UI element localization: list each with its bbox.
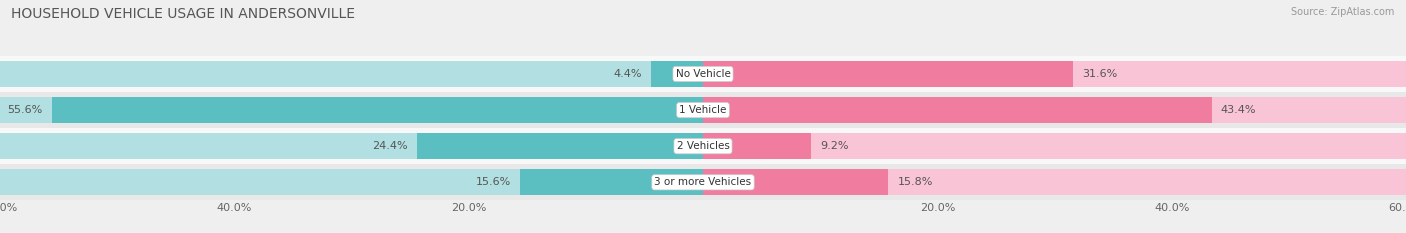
Bar xyxy=(703,169,889,195)
Text: 31.6%: 31.6% xyxy=(1083,69,1118,79)
Bar xyxy=(0,61,703,87)
Bar xyxy=(703,97,1212,123)
Text: 24.4%: 24.4% xyxy=(373,141,408,151)
Text: 55.6%: 55.6% xyxy=(7,105,42,115)
Bar xyxy=(0,128,1406,164)
Bar xyxy=(703,61,1073,87)
Text: 15.8%: 15.8% xyxy=(897,177,932,187)
Bar xyxy=(0,92,1406,128)
Text: 43.4%: 43.4% xyxy=(1220,105,1257,115)
Text: 2 Vehicles: 2 Vehicles xyxy=(676,141,730,151)
Bar xyxy=(703,133,811,159)
Text: 3 or more Vehicles: 3 or more Vehicles xyxy=(654,177,752,187)
Bar xyxy=(703,133,1406,159)
Text: 4.4%: 4.4% xyxy=(613,69,643,79)
Bar xyxy=(651,61,703,87)
Text: 15.6%: 15.6% xyxy=(475,177,510,187)
Bar xyxy=(0,56,1406,92)
Bar xyxy=(703,169,1406,195)
Text: 1 Vehicle: 1 Vehicle xyxy=(679,105,727,115)
Text: Source: ZipAtlas.com: Source: ZipAtlas.com xyxy=(1291,7,1395,17)
Bar xyxy=(0,133,703,159)
Bar xyxy=(418,133,703,159)
Bar xyxy=(0,97,703,123)
Bar xyxy=(0,164,1406,200)
Bar xyxy=(703,61,1406,87)
Bar xyxy=(520,169,703,195)
Bar xyxy=(0,169,703,195)
Text: HOUSEHOLD VEHICLE USAGE IN ANDERSONVILLE: HOUSEHOLD VEHICLE USAGE IN ANDERSONVILLE xyxy=(11,7,356,21)
Bar xyxy=(703,97,1406,123)
Text: No Vehicle: No Vehicle xyxy=(675,69,731,79)
Bar xyxy=(52,97,703,123)
Text: 9.2%: 9.2% xyxy=(820,141,849,151)
